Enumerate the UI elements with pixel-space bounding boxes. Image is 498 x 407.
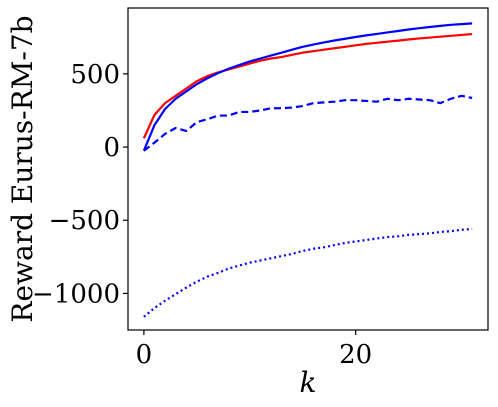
y-tick-label: 0 <box>103 133 120 163</box>
y-axis-label: Reward Eurus-RM-7b <box>6 15 39 322</box>
series-line-1-solid <box>142 32 473 139</box>
x-axis-label: k <box>300 366 317 399</box>
tick-layer: 0 20 −1000 −500 0 500 <box>32 60 372 370</box>
series-layer <box>142 22 473 318</box>
series-line-3-dashed <box>143 94 473 152</box>
x-tick-label: 20 <box>339 340 372 370</box>
series-line-2-solid <box>142 22 473 152</box>
x-tick-label: 0 <box>136 340 153 370</box>
y-tick-label: 500 <box>70 60 120 90</box>
y-tick-label: −1000 <box>32 279 120 309</box>
series-line-4-dotted <box>143 227 473 318</box>
plot-frame <box>127 7 489 331</box>
y-tick-label: −500 <box>49 206 120 236</box>
